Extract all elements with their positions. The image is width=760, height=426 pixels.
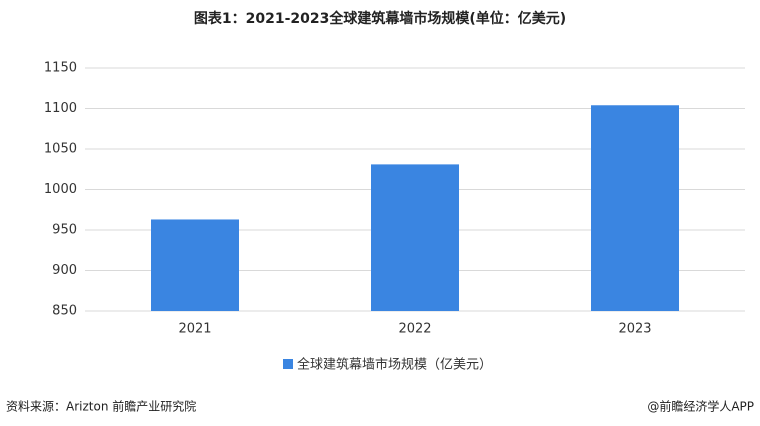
legend-swatch: [283, 359, 293, 369]
bar: [591, 105, 679, 311]
y-tick-label: 1100: [44, 101, 77, 116]
x-tick-label: 2022: [398, 322, 431, 337]
bar: [151, 219, 239, 311]
y-tick-label: 1150: [44, 61, 77, 76]
x-tick-label: 2023: [618, 322, 651, 337]
chart-title: 图表1：2021-2023全球建筑幕墙市场规模(单位：亿美元): [194, 10, 566, 27]
credit: @前瞻经济学人APP: [647, 399, 754, 414]
y-tick-label: 850: [52, 304, 77, 319]
y-tick-label: 900: [52, 263, 77, 278]
bar: [371, 164, 459, 311]
y-tick-label: 950: [52, 223, 77, 238]
source: 资料来源：Arizton 前瞻产业研究院: [6, 399, 196, 414]
legend-label: 全球建筑幕墙市场规模（亿美元）: [297, 357, 492, 373]
y-tick-label: 1050: [44, 142, 77, 157]
x-tick-label: 2021: [178, 322, 211, 337]
y-tick-label: 1000: [44, 182, 77, 197]
